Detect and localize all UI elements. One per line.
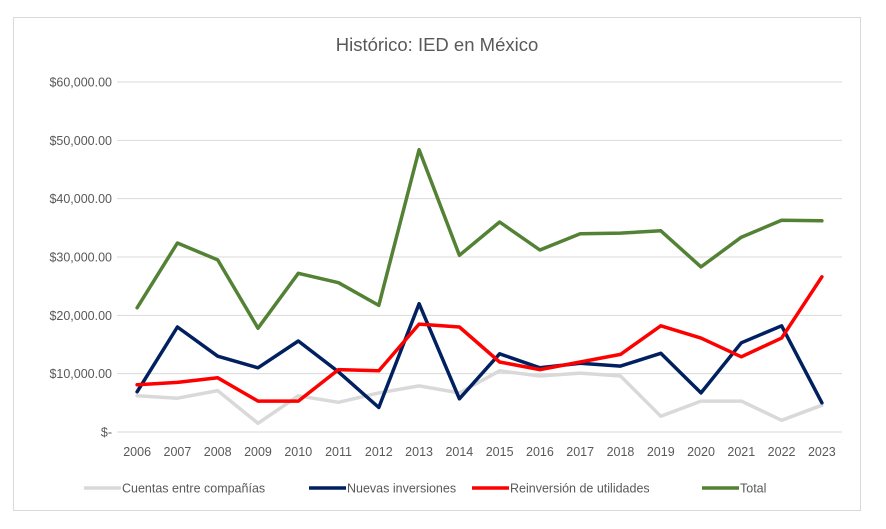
x-tick-label: 2010 — [284, 445, 312, 459]
chart-frame — [13, 17, 861, 511]
x-tick-label: 2011 — [325, 445, 352, 459]
legend-label-cuentas-entre-companias: Cuentas entre compañías — [122, 482, 265, 496]
x-tick-label: 2015 — [486, 445, 514, 459]
legend-label-nuevas-inversiones: Nuevas inversiones — [347, 482, 456, 496]
chart-title: Histórico: IED en México — [336, 34, 539, 55]
y-tick-label: $40,000.00 — [49, 192, 112, 206]
x-tick-label: 2019 — [647, 445, 675, 459]
x-tick-label: 2021 — [727, 445, 755, 459]
y-tick-label: $10,000.00 — [49, 367, 112, 381]
legend-label-total: Total — [740, 482, 766, 496]
y-tick-label: $60,000.00 — [49, 76, 112, 90]
y-axis: $- $10,000.00 $20,000.00 $30,000.00 $40,000.… — [49, 76, 112, 440]
x-tick-label: 2016 — [526, 445, 554, 459]
x-tick-label: 2013 — [405, 445, 433, 459]
x-tick-label: 2022 — [768, 445, 796, 459]
y-tick-label: $30,000.00 — [49, 251, 112, 265]
x-tick-label: 2007 — [164, 445, 192, 459]
y-tick-label: $50,000.00 — [49, 134, 112, 148]
x-tick-label: 2018 — [607, 445, 635, 459]
legend: Cuentas entre compañías Nuevas inversione… — [84, 482, 766, 496]
x-tick-label: 2008 — [204, 445, 232, 459]
series-line-cuentas-entre-companias — [135, 369, 824, 426]
x-tick-label: 2020 — [687, 445, 715, 459]
x-axis: 2006 2007 2008 2009 2010 2011 2012 2013 2014 2015… — [123, 445, 836, 459]
x-tick-label: 2009 — [244, 445, 272, 459]
x-tick-label: 2014 — [445, 445, 473, 459]
x-tick-label: 2012 — [365, 445, 393, 459]
x-tick-label: 2017 — [566, 445, 594, 459]
series-line-reinversion-de-utilidades — [135, 275, 824, 403]
series-lines — [135, 147, 824, 426]
y-tick-label: $20,000.00 — [49, 309, 112, 323]
y-tick-label: $- — [101, 426, 112, 440]
series-line-total — [135, 147, 824, 330]
x-tick-label: 2006 — [123, 445, 151, 459]
legend-label-reinversion-de-utilidades: Reinversión de utilidades — [510, 482, 650, 496]
series-line-nuevas-inversiones — [135, 301, 824, 410]
gridlines — [117, 81, 842, 433]
x-tick-label: 2023 — [808, 445, 836, 459]
